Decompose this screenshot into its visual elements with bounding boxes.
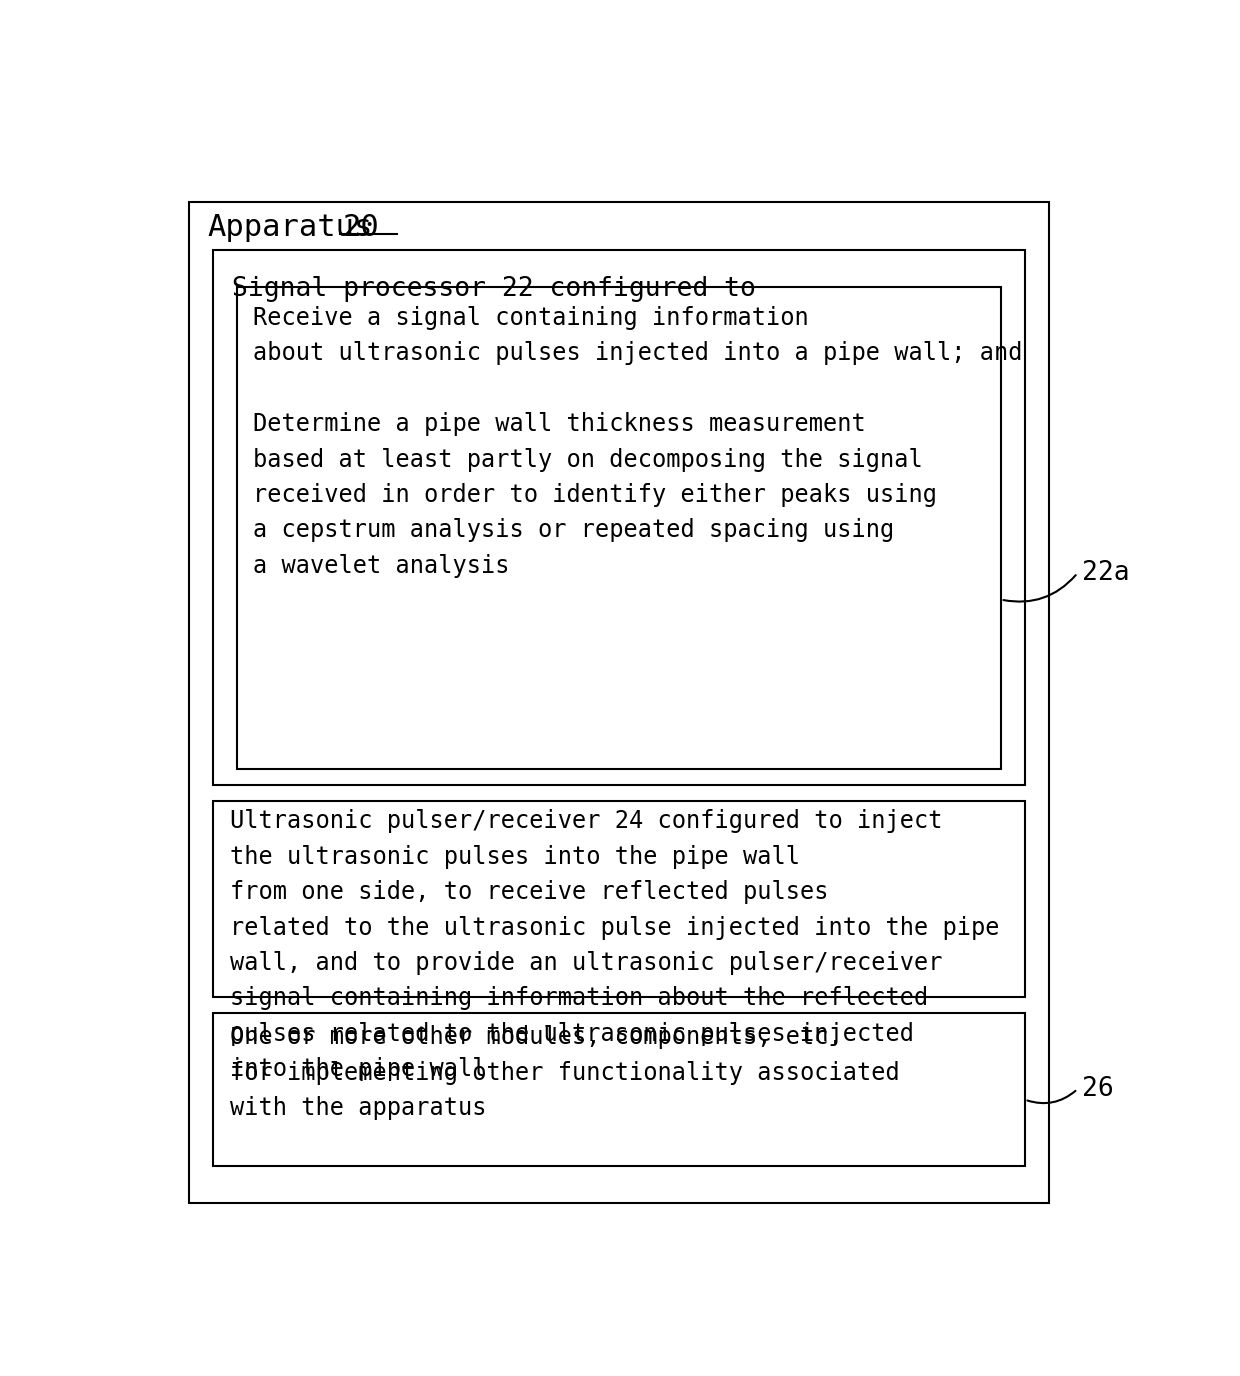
FancyBboxPatch shape xyxy=(188,202,1049,1204)
FancyBboxPatch shape xyxy=(213,250,1024,784)
Text: 22a: 22a xyxy=(1083,560,1130,586)
FancyBboxPatch shape xyxy=(213,801,1024,996)
Text: 20: 20 xyxy=(342,213,379,242)
Text: Signal processor 22 configured to: Signal processor 22 configured to xyxy=(232,277,755,303)
Text: Ultrasonic pulser/receiver 24 configured to inject
the ultrasonic pulses into th: Ultrasonic pulser/receiver 24 configured… xyxy=(229,809,999,1082)
Text: One or more other modules, components, etc.
for implementing other functionality: One or more other modules, components, e… xyxy=(229,1025,900,1120)
FancyBboxPatch shape xyxy=(213,1013,1024,1167)
Text: Apparatus: Apparatus xyxy=(208,213,373,242)
Text: Receive a signal containing information
about ultrasonic pulses injected into a : Receive a signal containing information … xyxy=(253,305,1023,578)
FancyBboxPatch shape xyxy=(237,288,1001,769)
Text: 26: 26 xyxy=(1083,1076,1114,1102)
